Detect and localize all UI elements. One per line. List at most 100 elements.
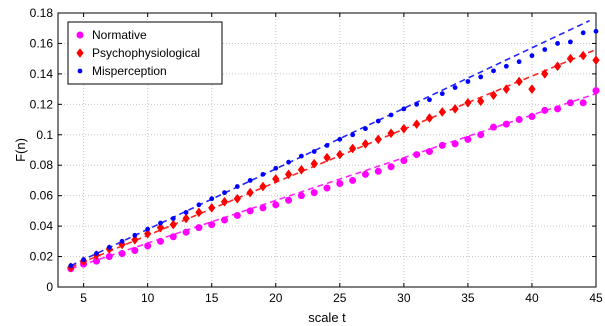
- data-point-psychophysiological: [464, 97, 472, 108]
- fit-line-misperception: [70, 19, 590, 267]
- y-tick-label: 0.02: [30, 250, 54, 264]
- data-point-psychophysiological: [233, 193, 242, 204]
- legend-label-misperception: Misperception: [92, 64, 167, 78]
- x-tick-label: 25: [333, 291, 347, 305]
- data-point-misperception: [106, 245, 112, 250]
- data-point-misperception: [260, 171, 266, 177]
- data-point-normative: [118, 250, 126, 258]
- data-point-psychophysiological: [515, 76, 523, 87]
- data-point-normative: [156, 237, 164, 245]
- data-point-psychophysiological: [336, 149, 344, 160]
- legend-marker-normative: [76, 31, 84, 39]
- data-point-misperception: [363, 126, 368, 132]
- legend-marker-psychophysiological: [76, 48, 84, 58]
- data-point-psychophysiological: [553, 61, 562, 72]
- data-point-normative: [361, 170, 369, 178]
- data-point-misperception: [452, 85, 458, 90]
- data-point-misperception: [478, 74, 484, 80]
- data-point-misperception: [401, 106, 407, 112]
- data-point-misperception: [209, 196, 215, 202]
- x-tick-label: 45: [589, 291, 603, 305]
- data-point-psychophysiological: [502, 84, 511, 95]
- data-point-psychophysiological: [400, 123, 408, 134]
- y-tick-label: 0.18: [30, 6, 54, 20]
- data-point-psychophysiological: [361, 138, 370, 149]
- data-point-normative: [323, 184, 331, 192]
- data-point-normative: [208, 221, 216, 229]
- legend-marker-misperception: [77, 68, 83, 74]
- x-tick-label: 30: [397, 291, 411, 305]
- data-point-psychophysiological: [425, 113, 434, 123]
- data-point-psychophysiological: [169, 219, 177, 230]
- data-point-normative: [528, 113, 536, 121]
- data-point-normative: [502, 120, 510, 128]
- data-point-psychophysiological: [310, 158, 318, 169]
- x-tick-label: 5: [80, 291, 87, 305]
- data-point-normative: [144, 242, 152, 250]
- data-point-misperception: [222, 190, 227, 196]
- data-point-misperception: [145, 226, 151, 232]
- data-point-misperception: [196, 202, 202, 208]
- data-point-psychophysiological: [451, 103, 459, 114]
- data-point-psychophysiological: [323, 152, 331, 163]
- data-point-misperception: [234, 184, 240, 189]
- data-point-misperception: [68, 263, 74, 269]
- data-point-psychophysiological: [412, 119, 421, 130]
- data-point-misperception: [132, 232, 138, 238]
- data-point-misperception: [247, 178, 253, 183]
- y-axis-label: F(n): [13, 138, 28, 162]
- data-point-normative: [221, 216, 229, 224]
- data-point-psychophysiological: [374, 134, 382, 145]
- fit-line-psychophysiological: [70, 48, 597, 268]
- data-point-normative: [349, 176, 357, 184]
- data-point-normative: [387, 163, 395, 171]
- data-point-misperception: [311, 149, 317, 154]
- data-point-normative: [259, 204, 267, 212]
- data-point-misperception: [465, 79, 471, 84]
- data-point-normative: [374, 167, 382, 175]
- data-point-psychophysiological: [387, 128, 395, 139]
- y-tick-label: 0.14: [30, 67, 54, 81]
- y-tick-label: 0.04: [30, 219, 54, 233]
- data-point-normative: [105, 253, 113, 261]
- data-point-misperception: [375, 118, 381, 124]
- data-point-normative: [233, 211, 241, 219]
- x-axis-label: scale t: [308, 310, 346, 325]
- data-point-misperception: [158, 220, 163, 226]
- data-point-misperception: [324, 143, 330, 148]
- data-point-psychophysiological: [477, 96, 485, 107]
- y-tick-label: 0.08: [30, 158, 54, 172]
- data-point-misperception: [439, 91, 445, 97]
- data-point-normative: [541, 106, 549, 114]
- data-point-psychophysiological: [208, 202, 216, 213]
- data-point-psychophysiological: [182, 213, 190, 224]
- data-point-misperception: [170, 216, 176, 221]
- data-point-misperception: [516, 59, 522, 65]
- data-point-psychophysiological: [131, 234, 139, 245]
- data-point-normative: [579, 99, 587, 107]
- data-point-misperception: [350, 132, 356, 138]
- data-point-psychophysiological: [195, 207, 203, 218]
- data-point-normative: [246, 207, 254, 215]
- data-point-misperception: [119, 238, 125, 244]
- data-point-normative: [490, 123, 498, 131]
- data-point-normative: [566, 99, 574, 107]
- data-point-misperception: [273, 165, 279, 171]
- data-point-misperception: [427, 97, 432, 103]
- data-point-misperception: [81, 257, 87, 262]
- x-tick-label: 35: [461, 291, 475, 305]
- data-point-normative: [195, 224, 203, 232]
- data-point-psychophysiological: [566, 53, 575, 64]
- y-tick-label: 0.06: [30, 189, 54, 203]
- data-point-psychophysiological: [246, 187, 254, 198]
- data-point-misperception: [542, 47, 548, 52]
- data-point-psychophysiological: [579, 50, 587, 61]
- y-tick-label: 0.16: [30, 36, 54, 50]
- data-point-normative: [464, 135, 472, 143]
- data-point-normative: [297, 192, 305, 200]
- legend-label-psychophysiological: Psychophysiological: [92, 46, 200, 60]
- data-point-misperception: [567, 39, 573, 45]
- data-point-normative: [310, 189, 318, 197]
